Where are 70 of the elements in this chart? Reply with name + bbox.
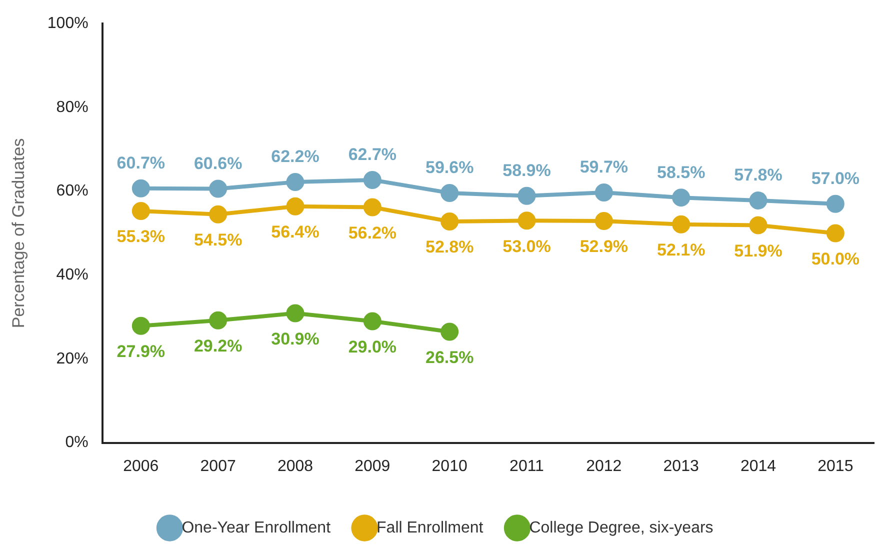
point: [363, 170, 382, 189]
y-axis-title: Percentage of Graduates: [8, 138, 28, 328]
data-label: 51.9%: [734, 241, 782, 260]
y-tick-label: 100%: [47, 15, 88, 32]
point: [132, 179, 150, 198]
data-label: 62.2%: [271, 147, 320, 166]
data-label: 62.7%: [348, 145, 397, 164]
point: [209, 311, 228, 330]
y-tick-label: 60%: [56, 182, 88, 200]
x-tick-label: 2009: [354, 458, 390, 475]
data-label: 60.7%: [116, 154, 166, 173]
point: [672, 215, 690, 234]
data-label: 56.4%: [271, 222, 320, 242]
data-label: 53.0%: [502, 236, 551, 256]
point: [440, 322, 459, 341]
y-tick-label: 20%: [56, 350, 88, 368]
y-tick-label: 80%: [56, 98, 88, 116]
data-label: 58.5%: [656, 162, 706, 182]
x-tick-label: 2006: [123, 458, 159, 475]
point: [594, 184, 613, 202]
point: [672, 188, 690, 207]
data-label: 29.2%: [194, 336, 242, 356]
point: [594, 212, 613, 230]
data-label: 57.8%: [734, 166, 782, 185]
data-label: 55.3%: [116, 227, 166, 246]
data-label: 58.9%: [502, 161, 551, 180]
x-tick-label: 2014: [740, 458, 776, 475]
point: [826, 194, 844, 213]
point: [132, 316, 150, 335]
data-label: 52.8%: [425, 238, 474, 257]
point: [286, 173, 304, 192]
point: [518, 212, 536, 230]
x-tick-label: 2010: [432, 458, 468, 475]
data-label: 60.6%: [194, 154, 242, 173]
data-label: 30.9%: [271, 329, 320, 348]
data-label: 59.7%: [580, 158, 628, 177]
point: [132, 202, 150, 220]
x-tick-label: 2011: [510, 458, 544, 475]
y-tick-label: 0%: [65, 434, 88, 452]
x-tick-label: 2012: [586, 458, 622, 475]
y-tick-label: 40%: [56, 266, 88, 284]
x-tick-label: 2007: [200, 458, 236, 475]
data-label: 52.9%: [580, 237, 628, 256]
x-tick-label: 2013: [663, 458, 699, 475]
point: [286, 304, 304, 322]
x-tick-label: 2015: [818, 458, 854, 475]
point: [826, 224, 844, 242]
point: [209, 205, 228, 224]
data-label: 52.1%: [656, 240, 706, 260]
point: [518, 186, 536, 205]
point: [749, 216, 768, 234]
point: [440, 212, 459, 230]
legend-label: One-Year Enrollment: [182, 519, 332, 536]
point: [363, 198, 382, 216]
data-label: 57.0%: [811, 169, 860, 188]
point: [440, 184, 459, 202]
point: [363, 312, 382, 330]
x-tick-label: 2008: [277, 458, 314, 475]
legend-label: Fall Enrollment: [376, 519, 484, 536]
data-label: 56.2%: [348, 223, 397, 242]
data-label: 29.0%: [348, 337, 397, 356]
data-label: 59.6%: [425, 158, 474, 178]
point: [286, 197, 304, 216]
legend-label: College Degree, six-years: [529, 519, 714, 536]
data-label: 27.9%: [116, 342, 166, 362]
point: [749, 192, 768, 210]
point: [209, 180, 228, 198]
data-label: 50.0%: [811, 249, 860, 268]
data-label: 54.5%: [194, 230, 242, 250]
data-label: 26.5%: [425, 348, 474, 367]
